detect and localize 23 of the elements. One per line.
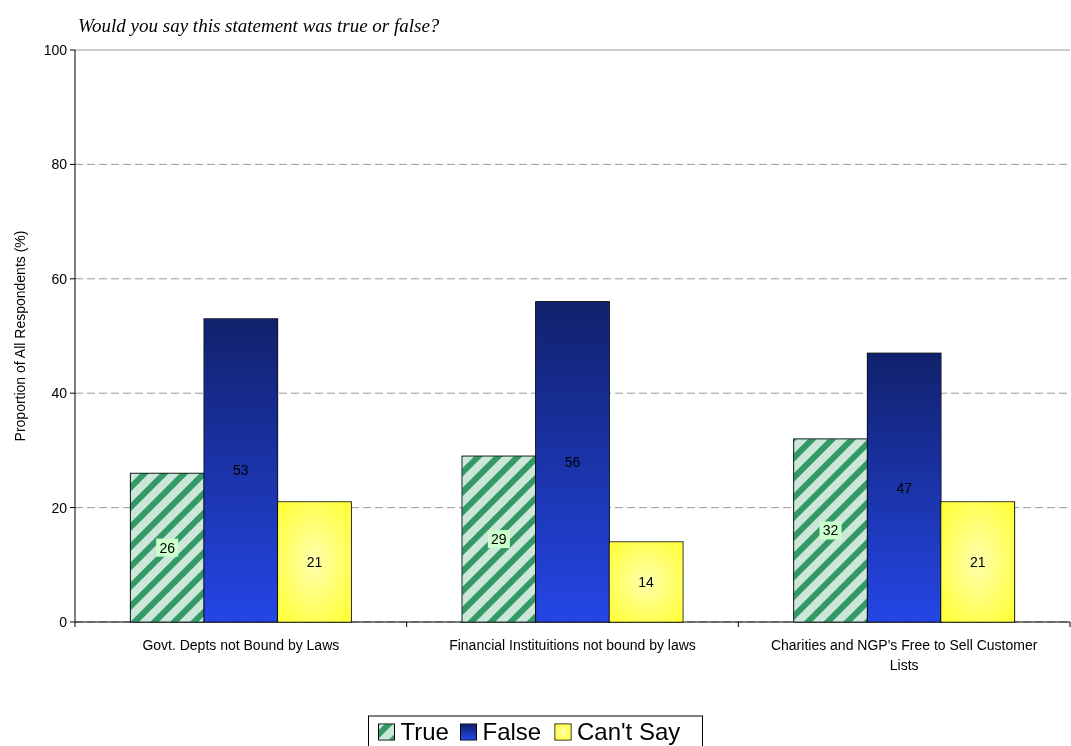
data-label: 21: [970, 553, 986, 570]
legend-label: True: [400, 718, 449, 745]
data-label: 21: [306, 553, 323, 570]
y-tick-label: 80: [51, 156, 68, 173]
chart-title: Would you say this statement was true or false?: [78, 15, 440, 36]
x-tick-label: Charities and NGP's Free to Sell Customer Lists: [770, 637, 1038, 673]
data-label: 14: [638, 573, 655, 590]
data-label: 32: [822, 522, 839, 539]
y-tick-label: 100: [43, 42, 68, 58]
data-label: 29: [491, 531, 507, 548]
y-tick-label: 0: [59, 614, 68, 630]
x-tick-label: Govt. Depts not Bound by Laws: [142, 637, 340, 653]
legend-label: False: [482, 718, 542, 745]
y-tick-label: 40: [51, 385, 68, 402]
data-label: 53: [233, 462, 249, 479]
y-tick-label: 20: [51, 499, 68, 516]
x-tick-label: Financial Instituitions not bound by laws: [449, 637, 696, 653]
legend-label: Can't Say: [577, 718, 681, 745]
y-axis-title: Proportion of All Respondents (%): [12, 230, 28, 442]
data-label: 47: [896, 479, 913, 496]
data-label: 26: [159, 539, 176, 556]
data-label: 56: [564, 453, 581, 470]
y-tick-label: 60: [51, 270, 68, 287]
